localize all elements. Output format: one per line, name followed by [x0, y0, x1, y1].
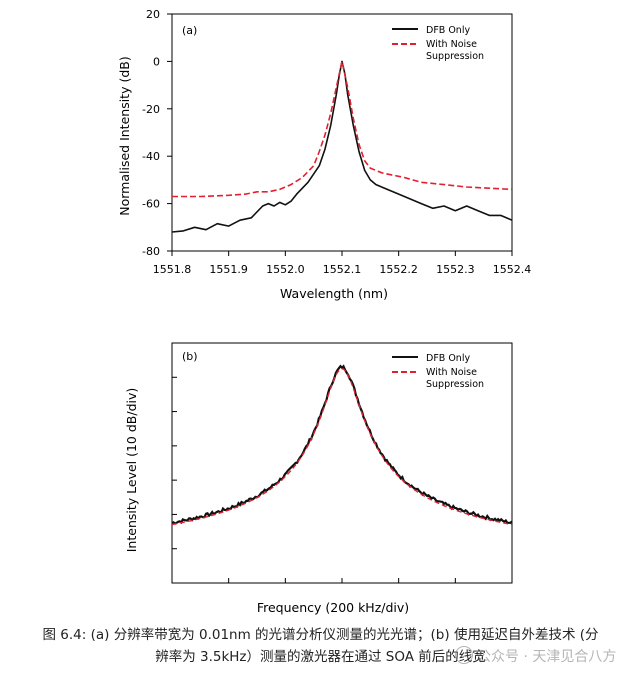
a-xtick-label: 1552.2: [379, 263, 418, 276]
a-xtick-label: 1552.4: [493, 263, 532, 276]
legend-b-dfb-label: DFB Only: [426, 353, 470, 364]
a-xtick-label: 1552.1: [323, 263, 362, 276]
panel-b: (b) DFB Only With Noise Suppression Frequ…: [124, 342, 513, 615]
legend-b-ns-label: With Noise Suppression: [426, 367, 484, 390]
series-a-noise-suppression-line: [172, 60, 513, 198]
panel-a: (a) 20 0 -20 -40 -60 -80 1551.8 1551.9 1552.0 15…: [117, 8, 531, 301]
caption-line-1: 图 6.4: (a) 分辨率带宽为 0.01nm 的光谱分析仪测量的光光谱；(b…: [42, 627, 599, 643]
panel-b-ylabel: Intensity Level (10 dB/div): [124, 388, 139, 553]
figure-caption: 图 6.4: (a) 分辨率带宽为 0.01nm 的光谱分析仪测量的光光谱；(b…: [4, 624, 637, 668]
legend-a-ns-label: With Noise Suppression: [426, 39, 484, 62]
a-ytick-label: -60: [142, 198, 160, 211]
caption-line-2: 辨率为 3.5kHz）测量的激光器在通过 SOA 前后的线宽: [155, 649, 486, 665]
panel-a-ylabel: Normalised Intensity (dB): [117, 56, 132, 215]
panel-a-label: (a): [182, 24, 197, 37]
a-xtick-label: 1551.8: [153, 263, 192, 276]
series-b-noise-suppression-line: [171, 367, 513, 526]
watermark: 公众号 · 天津见合八方: [455, 646, 616, 666]
a-ytick-label: 20: [146, 8, 160, 21]
panel-b-legend: DFB Only With Noise Suppression: [392, 353, 484, 390]
series-b-dfb-line: [171, 364, 513, 525]
a-ytick-label: -40: [142, 150, 160, 163]
panel-b-xlabel: Frequency (200 kHz/div): [257, 600, 409, 615]
panel-b-label: (b): [182, 350, 198, 363]
a-xtick-label: 1552.3: [436, 263, 475, 276]
legend-a-dfb-label: DFB Only: [426, 25, 470, 36]
panel-a-legend: DFB Only With Noise Suppression: [392, 25, 484, 62]
wechat-icon: [455, 646, 473, 664]
watermark-text: 公众号 · 天津见合八方: [477, 649, 617, 665]
a-ytick-label: 0: [153, 55, 160, 68]
a-ytick-label: -80: [142, 245, 160, 258]
a-xtick-label: 1551.9: [209, 263, 248, 276]
panel-a-xlabel: Wavelength (nm): [280, 286, 388, 301]
a-xtick-label: 1552.0: [266, 263, 305, 276]
series-a-dfb-line: [171, 60, 513, 233]
figure: (a) 20 0 -20 -40 -60 -80 1551.8 1551.9 1552.0 15…: [117, 8, 531, 615]
a-ytick-label: -20: [142, 103, 160, 116]
